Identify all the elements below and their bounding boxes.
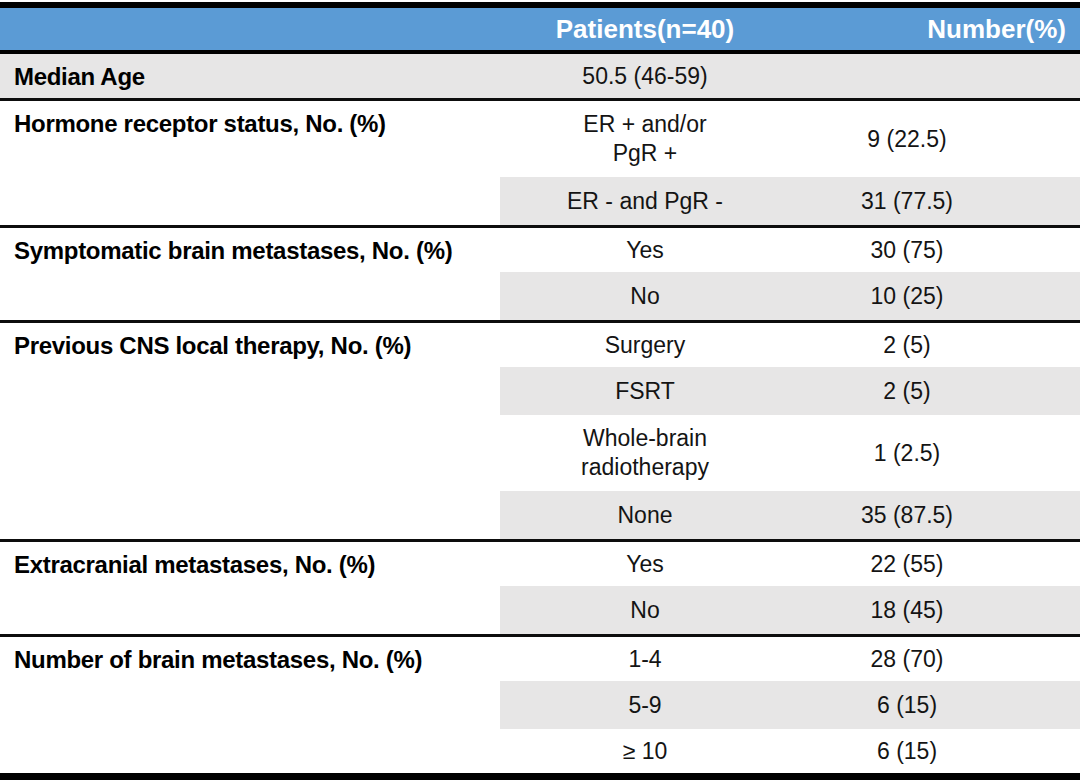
value-cell: Yes: [500, 228, 790, 272]
value-cell: 1-4: [500, 637, 790, 681]
number-cell: 22 (55): [790, 542, 1080, 586]
value-cell: 5-9: [500, 681, 790, 729]
table-section: Hormone receptor status, No. (%)ER + and…: [0, 98, 1080, 225]
table-row: ≥ 106 (15): [500, 729, 1080, 773]
section-label: Previous CNS local therapy, No. (%): [0, 323, 500, 539]
header-cell-patients: Patients(n=40): [500, 8, 790, 50]
value-cell: No: [500, 272, 790, 320]
section-label: Median Age: [0, 54, 500, 98]
section-rows: Surgery2 (5)FSRT2 (5)Whole-brainradiothe…: [500, 323, 1080, 539]
value-cell: Surgery: [500, 323, 790, 367]
table-row: 50.5 (46-59): [500, 54, 1080, 98]
section-label: Extracranial metastases, No. (%): [0, 542, 500, 634]
number-cell: 9 (22.5): [790, 101, 1080, 177]
table-row: Yes22 (55): [500, 542, 1080, 586]
value-cell: 50.5 (46-59): [500, 54, 790, 98]
table-bottom-rule: [0, 773, 1080, 780]
number-cell: 35 (87.5): [790, 491, 1080, 539]
table-row: FSRT2 (5): [500, 367, 1080, 415]
value-cell: ER - and PgR -: [500, 177, 790, 225]
value-cell: Whole-brainradiotherapy: [500, 415, 790, 491]
number-cell: 6 (15): [790, 729, 1080, 773]
section-rows: 1-428 (70)5-96 (15)≥ 106 (15): [500, 637, 1080, 773]
number-cell: [790, 54, 1080, 98]
table-row: Yes30 (75): [500, 228, 1080, 272]
table-row: None35 (87.5): [500, 491, 1080, 539]
patient-characteristics-table: Patients(n=40) Number(%) Median Age50.5 …: [0, 0, 1080, 781]
table-section: Symptomatic brain metastases, No. (%)Yes…: [0, 225, 1080, 320]
table-row: ER - and PgR -31 (77.5): [500, 177, 1080, 225]
number-cell: 28 (70): [790, 637, 1080, 681]
table-section: Extracranial metastases, No. (%)Yes22 (5…: [0, 539, 1080, 634]
table-row: ER + and/orPgR +9 (22.5): [500, 101, 1080, 177]
value-cell: None: [500, 491, 790, 539]
number-cell: 1 (2.5): [790, 415, 1080, 491]
table-section: Previous CNS local therapy, No. (%)Surge…: [0, 320, 1080, 539]
section-rows: Yes30 (75)No10 (25): [500, 228, 1080, 320]
table-row: No18 (45): [500, 586, 1080, 634]
value-cell: No: [500, 586, 790, 634]
value-cell: ≥ 10: [500, 729, 790, 773]
number-cell: 6 (15): [790, 681, 1080, 729]
table-section: Number of brain metastases, No. (%)1-428…: [0, 634, 1080, 773]
table-header-row: Patients(n=40) Number(%): [0, 8, 1080, 54]
section-label: Symptomatic brain metastases, No. (%): [0, 228, 500, 320]
value-cell: Yes: [500, 542, 790, 586]
number-cell: 31 (77.5): [790, 177, 1080, 225]
number-cell: 18 (45): [790, 586, 1080, 634]
value-cell: ER + and/orPgR +: [500, 101, 790, 177]
value-cell: FSRT: [500, 367, 790, 415]
section-rows: ER + and/orPgR +9 (22.5)ER - and PgR -31…: [500, 101, 1080, 225]
table-section: Median Age50.5 (46-59): [0, 54, 1080, 98]
table-body: Median Age50.5 (46-59)Hormone receptor s…: [0, 54, 1080, 773]
number-cell: 2 (5): [790, 367, 1080, 415]
section-label: Hormone receptor status, No. (%): [0, 101, 500, 225]
table-row: Whole-brainradiotherapy1 (2.5): [500, 415, 1080, 491]
section-label: Number of brain metastases, No. (%): [0, 637, 500, 773]
table-row: No10 (25): [500, 272, 1080, 320]
number-cell: 10 (25): [790, 272, 1080, 320]
number-cell: 2 (5): [790, 323, 1080, 367]
header-cell-characteristic: [0, 8, 500, 50]
header-cell-number-percent: Number(%): [790, 8, 1080, 50]
table-row: 5-96 (15): [500, 681, 1080, 729]
table-row: Surgery2 (5): [500, 323, 1080, 367]
section-rows: Yes22 (55)No18 (45): [500, 542, 1080, 634]
table-row: 1-428 (70): [500, 637, 1080, 681]
section-rows: 50.5 (46-59): [500, 54, 1080, 98]
number-cell: 30 (75): [790, 228, 1080, 272]
